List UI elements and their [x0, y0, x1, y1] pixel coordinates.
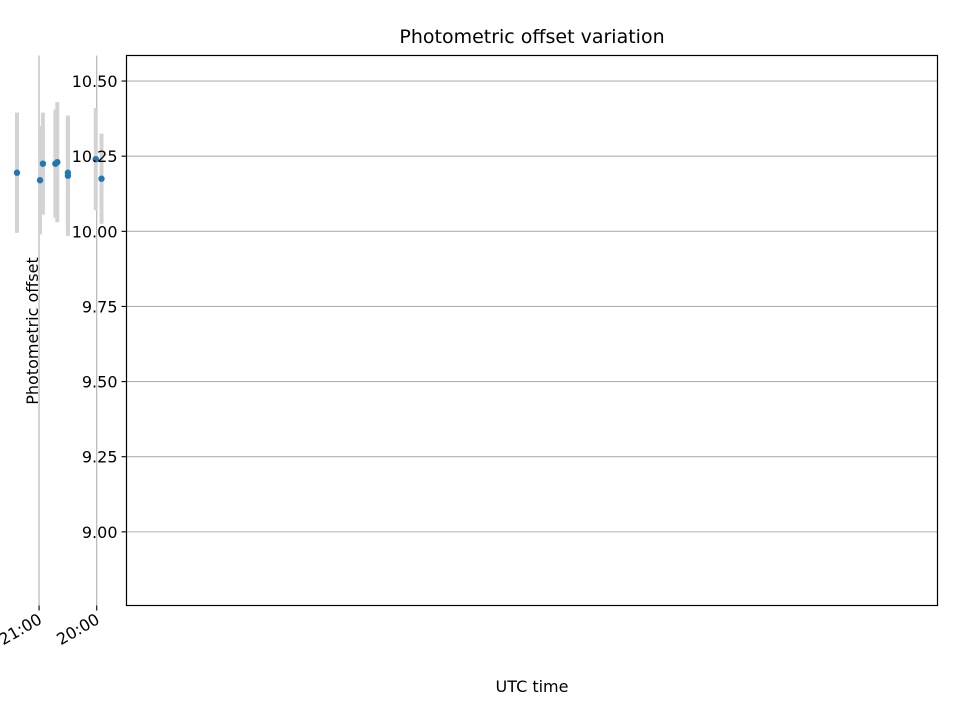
x-axis-label: UTC time — [496, 677, 569, 696]
data-point — [92, 155, 99, 163]
data-point — [13, 169, 21, 176]
data-point — [39, 160, 47, 167]
y-tick-label: 10.25 — [72, 147, 118, 166]
y-tick-label: 10.50 — [72, 72, 118, 91]
chart-title: Photometric offset variation — [399, 26, 664, 48]
grid — [38, 55, 938, 606]
y-tick-label: 9.50 — [82, 373, 118, 392]
data-points — [13, 155, 105, 184]
y-tick-label: 9.00 — [82, 523, 118, 542]
x-tick-label: 20:00 — [53, 610, 102, 650]
data-point — [98, 175, 105, 182]
plot-frame — [125, 54, 939, 607]
y-axis-label: Photometric offset — [23, 257, 42, 405]
data-point — [64, 169, 72, 176]
y-tick-label: 10.00 — [72, 222, 118, 241]
y-tick-label: 9.25 — [82, 448, 118, 467]
y-tick-label: 9.75 — [82, 297, 118, 316]
data-point — [36, 177, 44, 184]
x-axis: 20:0021:0022:0023:0000:0001:0002:0003:00… — [0, 605, 103, 650]
y-axis: 9.00 9.25 9.50 9.75 10.00 10.25 10.50 — [72, 72, 127, 542]
x-tick-label: 21:00 — [0, 610, 45, 650]
data-point — [52, 160, 59, 167]
